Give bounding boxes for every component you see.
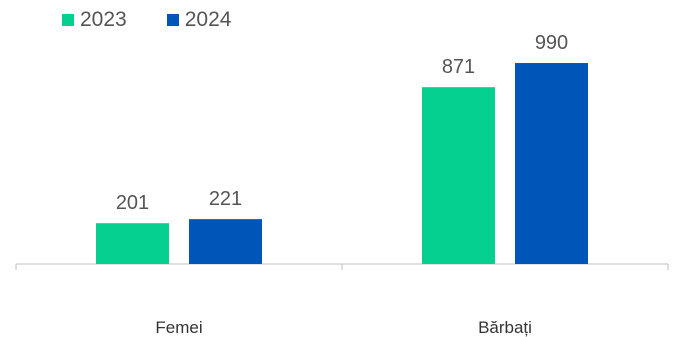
bar-2024-1 (515, 63, 588, 264)
legend-item-2023: 2023 (62, 8, 127, 32)
legend-item-2024: 2024 (166, 8, 232, 32)
legend: 2023 2024 (62, 8, 231, 32)
legend-label-2023: 2023 (80, 8, 127, 31)
legend-swatch-2023 (62, 14, 74, 26)
data-label-2024-1: 990 (535, 32, 568, 54)
bar-2023-0 (96, 223, 169, 264)
bar-2024-0 (189, 219, 262, 264)
category-label-1: Bărbați (478, 318, 532, 337)
legend-swatch-2024 (166, 14, 179, 26)
bar-2023-1 (422, 87, 495, 264)
category-label-0: Femei (155, 318, 202, 337)
data-label-2023-0: 201 (116, 192, 149, 214)
data-label-2024-0: 221 (209, 188, 242, 210)
data-label-2023-1: 871 (442, 56, 475, 78)
legend-label-2024: 2024 (184, 8, 232, 31)
